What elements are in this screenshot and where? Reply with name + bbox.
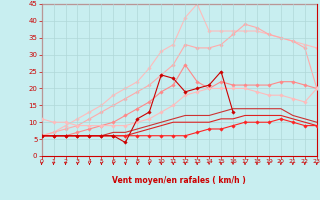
X-axis label: Vent moyen/en rafales ( km/h ): Vent moyen/en rafales ( km/h ): [112, 176, 246, 185]
